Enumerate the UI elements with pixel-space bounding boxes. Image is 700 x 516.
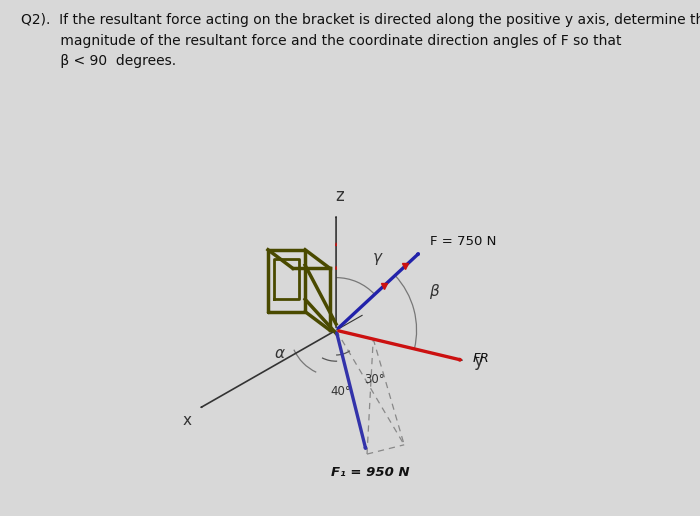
Text: γ: γ [373,250,382,265]
Text: 30°: 30° [364,373,384,386]
Text: F₁ = 950 N: F₁ = 950 N [331,466,409,479]
Text: Q2).  If the resultant force acting on the bracket is directed along the positiv: Q2). If the resultant force acting on th… [21,13,700,68]
Text: y: y [474,352,484,370]
Text: β: β [429,284,439,299]
Text: FR: FR [473,351,489,365]
Text: 40°: 40° [330,385,351,398]
Text: z: z [335,187,344,205]
Text: F = 750 N: F = 750 N [430,235,497,248]
Text: x: x [182,413,191,428]
Text: α: α [274,346,284,361]
